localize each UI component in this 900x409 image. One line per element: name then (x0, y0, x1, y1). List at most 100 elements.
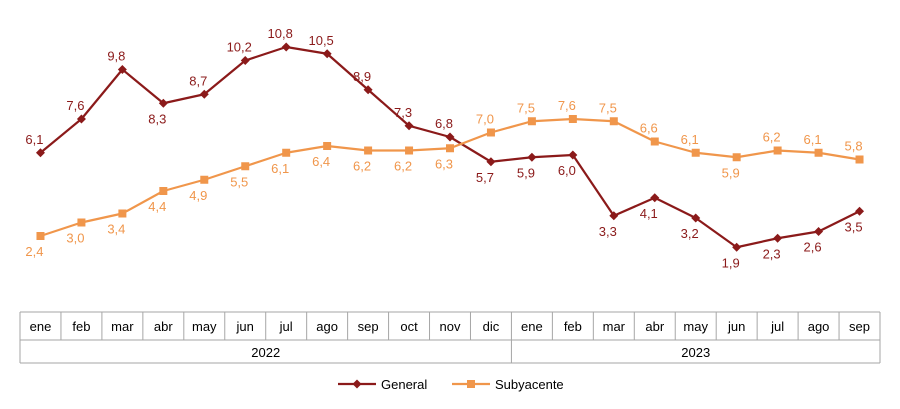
data-point-subyacente (323, 142, 332, 150)
data-label-general: 1,9 (722, 255, 740, 270)
data-label-subyacente: 6,6 (640, 121, 658, 136)
data-label-general: 10,8 (268, 26, 293, 41)
data-label-general: 5,9 (517, 165, 535, 180)
x-tick-label: abr (154, 319, 173, 334)
data-label-subyacente: 4,4 (148, 199, 166, 214)
legend-label-general: General (381, 377, 427, 392)
data-label-subyacente: 2,4 (25, 244, 43, 259)
x-tick-label: mar (111, 319, 134, 334)
data-point-subyacente (855, 155, 864, 164)
data-point-subyacente (568, 115, 577, 123)
data-label-subyacente: 5,9 (722, 165, 740, 180)
data-label-general: 7,6 (66, 98, 84, 113)
data-point-subyacente (773, 146, 782, 155)
data-label-general: 3,5 (844, 219, 862, 234)
data-label-subyacente: 3,0 (66, 231, 84, 246)
data-point-subyacente (200, 175, 209, 184)
x-tick-label: jun (236, 319, 254, 334)
data-point-general (117, 65, 127, 74)
data-label-general: 4,1 (640, 206, 658, 221)
data-label-general: 7,3 (394, 105, 412, 120)
x-tick-label: abr (645, 319, 664, 334)
legend-marker-subyacente (467, 380, 475, 388)
data-point-subyacente (405, 146, 414, 155)
data-label-general: 10,2 (227, 40, 252, 55)
x-tick-label: sep (358, 319, 379, 334)
legend: General Subyacente (338, 377, 564, 392)
data-label-subyacente: 7,5 (599, 100, 617, 115)
data-point-subyacente (364, 146, 373, 155)
x-tick-label: ene (521, 319, 543, 334)
data-point-subyacente (241, 162, 250, 171)
data-point-general (527, 152, 537, 162)
data-label-general: 8,7 (189, 73, 207, 88)
x-tick-label: mar (603, 319, 626, 334)
data-point-subyacente (118, 209, 127, 218)
data-point-general (773, 233, 783, 243)
data-point-subyacente (282, 148, 291, 157)
data-label-subyacente: 6,3 (435, 156, 453, 171)
x-tick-label: nov (440, 319, 461, 334)
data-label-general: 2,6 (804, 240, 822, 255)
data-label-general: 3,3 (599, 224, 617, 239)
x-tick-label: ago (808, 319, 830, 334)
year-label: 2023 (681, 345, 710, 360)
data-label-general: 5,7 (476, 170, 494, 185)
data-point-general (568, 150, 578, 160)
data-label-subyacente: 4,9 (189, 188, 207, 203)
data-point-general (486, 157, 496, 167)
data-label-subyacente: 7,6 (558, 98, 576, 113)
x-tick-label: jul (279, 319, 293, 334)
data-point-general (732, 242, 742, 252)
data-label-subyacente: 6,1 (681, 132, 699, 147)
x-tick-label: feb (564, 319, 582, 334)
x-tick-label: feb (72, 319, 90, 334)
x-tick-label: jul (770, 319, 784, 334)
data-point-subyacente (159, 187, 168, 195)
data-point-general (281, 42, 291, 52)
data-label-general: 10,5 (308, 33, 333, 48)
data-label-subyacente: 6,2 (763, 130, 781, 145)
legend-marker-general (352, 379, 362, 389)
data-point-subyacente (732, 153, 741, 162)
data-point-general (650, 193, 660, 203)
data-point-subyacente (814, 148, 823, 157)
data-label-general: 3,2 (681, 226, 699, 241)
data-point-general (322, 49, 332, 59)
x-tick-label: jun (727, 319, 745, 334)
data-label-subyacente: 7,5 (517, 100, 535, 115)
x-tick-label: ene (30, 319, 52, 334)
data-point-general (609, 211, 619, 221)
data-label-subyacente: 6,2 (394, 159, 412, 174)
data-point-general (691, 213, 701, 223)
data-point-general (76, 114, 86, 124)
data-label-general: 9,8 (107, 49, 125, 64)
data-point-subyacente (36, 232, 45, 240)
data-label-subyacente: 5,8 (844, 139, 862, 154)
legend-label-subyacente: Subyacente (495, 377, 564, 392)
x-tick-label: ago (316, 319, 338, 334)
data-label-general: 2,3 (763, 246, 781, 261)
data-point-general (35, 148, 45, 158)
data-point-subyacente (77, 218, 86, 227)
data-point-subyacente (691, 148, 700, 157)
data-point-general (445, 132, 455, 142)
data-label-subyacente: 6,1 (804, 132, 822, 147)
data-label-subyacente: 6,1 (271, 161, 289, 176)
data-label-subyacente: 7,0 (476, 112, 494, 127)
data-point-general (158, 98, 168, 108)
data-label-subyacente: 5,5 (230, 174, 248, 189)
category-axis: ene feb mar abr may jun jul ago sep oct nov dic ene f… (19, 311, 881, 364)
data-point-subyacente (486, 128, 495, 137)
data-point-general (199, 89, 209, 99)
data-point-general (404, 121, 414, 131)
data-point-general (240, 56, 250, 65)
data-label-general: 6,0 (558, 163, 576, 178)
series-group (35, 42, 865, 252)
x-tick-label: oct (400, 319, 418, 334)
data-point-subyacente (527, 117, 536, 126)
data-point-subyacente (446, 144, 454, 153)
data-point-general (363, 85, 373, 95)
data-label-general: 8,3 (148, 111, 166, 126)
data-label-subyacente: 3,4 (107, 222, 125, 237)
